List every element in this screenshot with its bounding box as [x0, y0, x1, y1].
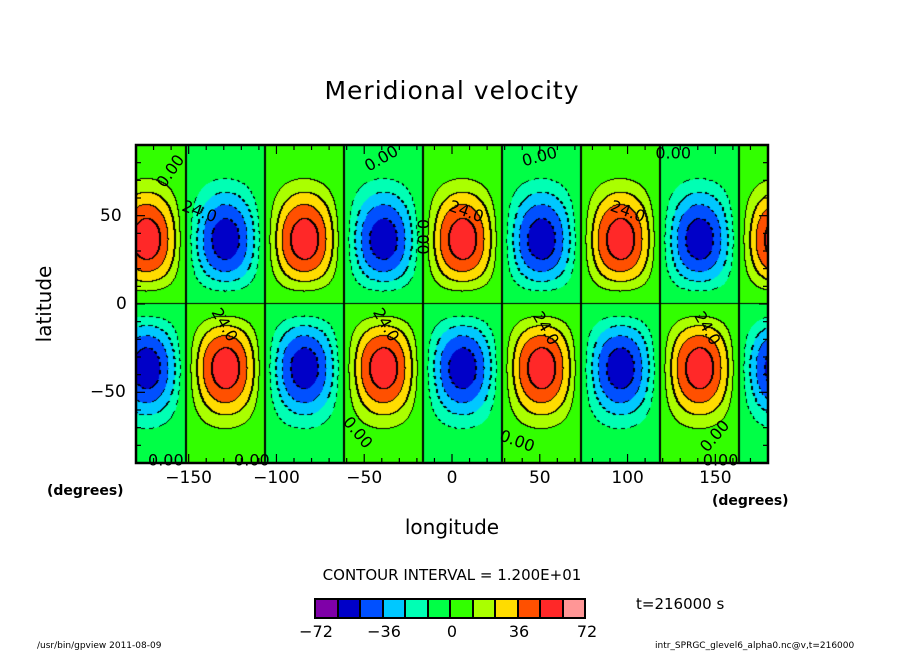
colorbar-tick-label: −36	[367, 622, 401, 641]
x-tick-label: 150	[699, 468, 732, 488]
contour-label: 24.0	[690, 308, 724, 348]
x-tick-label: 100	[611, 468, 644, 488]
colorbar-tick-label: 72	[576, 622, 598, 641]
x-tick-label: 0	[446, 468, 458, 488]
colorbar	[314, 598, 586, 619]
colorbar-cell	[383, 600, 404, 617]
y-tick-label: 0	[116, 294, 127, 314]
colorbar-cell	[563, 600, 584, 617]
x-units-label: (degrees)	[712, 493, 789, 509]
contour-label: 0.00	[148, 451, 184, 470]
footer-source-file: intr_SPRGC_glevel6_alpha0.nc@v,t=216000	[655, 641, 855, 651]
contour-label: 0.00	[696, 416, 733, 456]
y-axis-label: latitude	[32, 265, 56, 343]
contour-label: 24.0	[529, 308, 563, 348]
y-tick-label: 50	[100, 206, 122, 226]
contour-label: 24.0	[208, 305, 242, 345]
plot-frame	[134, 143, 770, 465]
contour-label: 0.00	[234, 451, 270, 470]
colorbar-cell	[451, 600, 472, 617]
footer-program-date: /usr/bin/gpview 2011-08-09	[37, 641, 162, 651]
contour-label: 0.00	[655, 143, 691, 162]
colorbar-cell	[361, 600, 382, 617]
contour-label: 0.00	[152, 151, 188, 191]
colorbar-cell	[518, 600, 539, 617]
colorbar-cell	[496, 600, 517, 617]
contour-label: 24.0	[446, 196, 486, 226]
contour-label: 0.00	[497, 426, 537, 456]
contour-label: 0.00	[703, 451, 739, 470]
chart-title: Meridional velocity	[324, 76, 580, 105]
colorbar-tick-label: 36	[508, 622, 530, 641]
contour-field	[136, 145, 768, 463]
contour-label: 24.0	[608, 196, 648, 226]
x-tick-label: −50	[346, 468, 383, 488]
x-tick-label: 50	[528, 468, 551, 488]
colorbar-tick-label: −72	[299, 622, 333, 641]
contour-interval-label: CONTOUR INTERVAL = 1.200E+01	[322, 566, 582, 584]
y-tick-label: −50	[90, 382, 126, 402]
x-tick-label: −100	[253, 468, 300, 488]
contour-label: 0.00	[414, 219, 433, 255]
colorbar-cell	[316, 600, 337, 617]
colorbar-cell	[473, 600, 494, 617]
contour-label: 0.00	[361, 141, 401, 175]
contour-label: 24.0	[180, 196, 220, 226]
x-axis-label: longitude	[404, 515, 500, 539]
contour-label: 0.00	[520, 143, 559, 171]
colorbar-cell	[428, 600, 449, 617]
time-label: t=216000 s	[636, 595, 725, 613]
contour-label: 0.00	[339, 413, 376, 453]
x-tick-label: −150	[165, 468, 213, 488]
contour-label: 24.0	[369, 305, 403, 345]
colorbar-tick-label: 0	[446, 622, 458, 641]
colorbar-cell	[338, 600, 359, 617]
y-units-label: (degrees)	[47, 483, 124, 499]
colorbar-cell	[541, 600, 562, 617]
colorbar-cell	[406, 600, 427, 617]
plot-area: 0.00 0.00 0.00 0.00 0.00 24.0 24.0 24.0 24.0 24.0…	[134, 141, 770, 470]
